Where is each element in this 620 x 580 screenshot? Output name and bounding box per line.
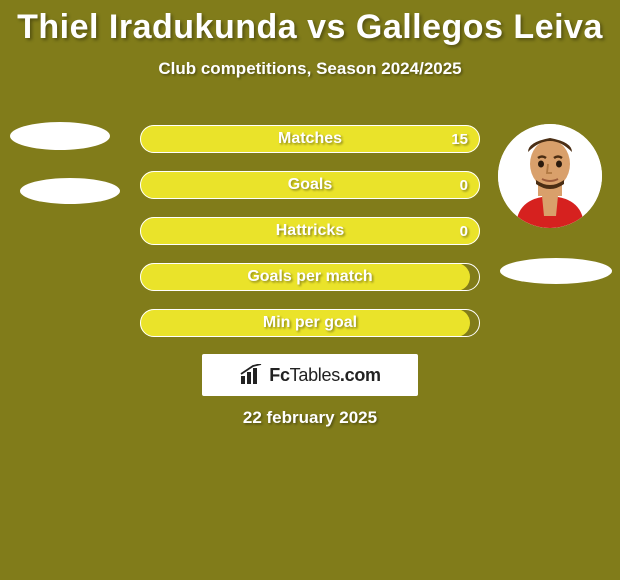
player-left-avatar-placeholder-2: [20, 178, 120, 204]
stat-label: Min per goal: [140, 309, 480, 337]
player-right-shadow: [500, 258, 612, 284]
stat-row-min-per-goal: Min per goal: [140, 309, 480, 337]
logo-part-com: .com: [340, 365, 381, 385]
stat-label: Goals: [140, 171, 480, 199]
stat-value: 0: [460, 171, 468, 199]
fctables-logo: FcTables.com: [202, 354, 418, 396]
bar-chart-icon: [239, 364, 265, 386]
subtitle: Club competitions, Season 2024/2025: [0, 59, 620, 79]
stat-value: 15: [451, 125, 468, 153]
stat-row-hattricks: Hattricks 0: [140, 217, 480, 245]
stat-row-goals: Goals 0: [140, 171, 480, 199]
player-right-avatar: [498, 124, 602, 228]
logo-part-tables: Tables: [290, 365, 340, 385]
stat-row-matches: Matches 15: [140, 125, 480, 153]
stat-label: Matches: [140, 125, 480, 153]
logo-part-fc: Fc: [269, 365, 289, 385]
stat-row-goals-per-match: Goals per match: [140, 263, 480, 291]
stat-label: Goals per match: [140, 263, 480, 291]
stats-container: Matches 15 Goals 0 Hattricks 0 Goals per…: [140, 125, 480, 355]
page-title: Thiel Iradukunda vs Gallegos Leiva: [0, 0, 620, 47]
stat-label: Hattricks: [140, 217, 480, 245]
stat-value: 0: [460, 217, 468, 245]
logo-text: FcTables.com: [269, 365, 380, 386]
date-label: 22 february 2025: [0, 408, 620, 428]
player-left-avatar-placeholder-1: [10, 122, 110, 150]
